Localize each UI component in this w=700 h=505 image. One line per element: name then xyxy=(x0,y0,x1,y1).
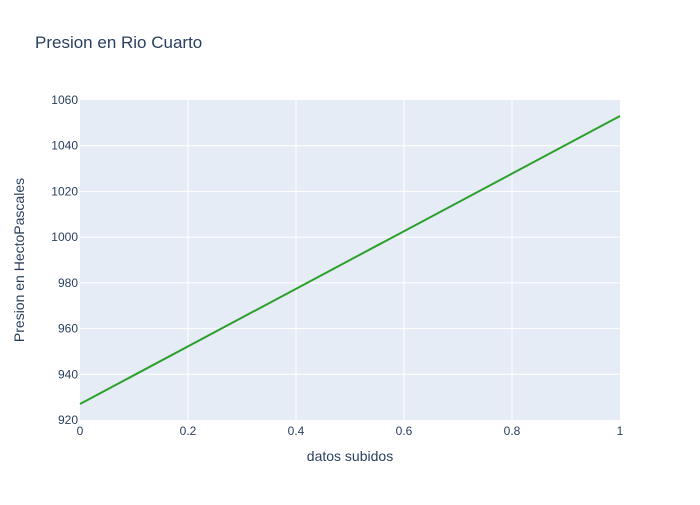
x-axis-label: datos subidos xyxy=(307,448,393,464)
axis-tick-labels: 0 0.2 0.4 0.6 0.8 1 920 940 960 980 1000 1020 1040 10… xyxy=(51,93,623,438)
y-tick-label: 960 xyxy=(58,322,78,336)
x-tick-label: 0 xyxy=(77,424,84,438)
x-tick-label: 1 xyxy=(617,424,624,438)
y-tick-label: 980 xyxy=(58,276,78,290)
chart-title: Presion en Rio Cuarto xyxy=(35,33,203,52)
series-line xyxy=(79,115,621,405)
y-tick-label: 1040 xyxy=(51,139,78,153)
x-tick-label: 0.2 xyxy=(180,424,197,438)
y-tick-label: 1020 xyxy=(51,184,78,198)
y-axis-label: Presion en HectoPascales xyxy=(11,178,27,342)
grid-lines xyxy=(80,100,620,420)
y-tick-label: 1060 xyxy=(51,93,78,107)
x-tick-label: 0.8 xyxy=(504,424,521,438)
y-tick-label: 1000 xyxy=(51,230,78,244)
y-tick-label: 940 xyxy=(58,367,78,381)
series-layer xyxy=(79,115,621,405)
y-tick-label: 920 xyxy=(58,413,78,427)
x-tick-label: 0.6 xyxy=(396,424,413,438)
x-tick-label: 0.4 xyxy=(288,424,305,438)
